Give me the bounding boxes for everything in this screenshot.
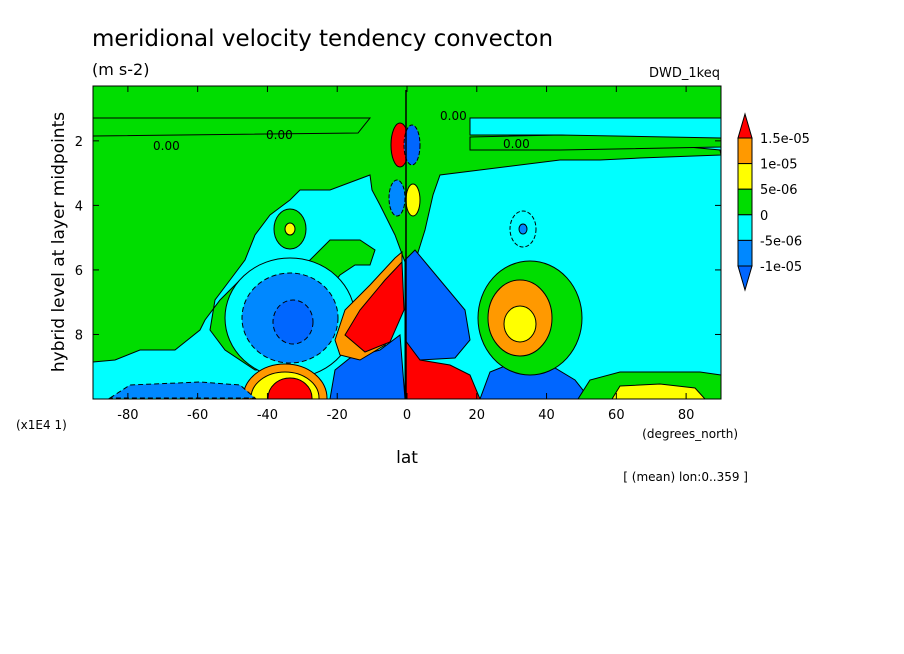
x-axis-label: lat: [396, 448, 418, 468]
cell-small-left-core: [284, 222, 296, 236]
cell-center-left-red: [344, 260, 405, 353]
contour-label: 0.00: [503, 137, 530, 151]
cell-bottomleft-blue-band: [108, 381, 257, 399]
cell-mid-dipole-right: [405, 183, 421, 217]
legend-swatch: [737, 112, 753, 139]
legend-swatch: [737, 265, 753, 292]
contour-label: 0.00: [440, 109, 467, 123]
legend-label: 5e-06: [760, 183, 798, 198]
green-band-right: [469, 134, 721, 151]
legend-swatch: [737, 214, 753, 241]
legend-swatch: [737, 137, 753, 165]
legend-label: -5e-06: [760, 234, 802, 249]
green-band-left: [93, 117, 372, 137]
y-axis: 2 4 6 8: [75, 135, 721, 343]
y-tick-label: 6: [75, 264, 83, 279]
legend-label: -1e-05: [760, 260, 802, 275]
dataset-label: DWD_1keq: [649, 66, 720, 81]
x-tick-label: -60: [187, 408, 208, 423]
contour-label: 0.00: [266, 128, 293, 142]
x-axis: -80 -60 -40 -20 0 20 40 60 80: [117, 86, 694, 423]
cell-bottomright-yellow: [611, 383, 706, 399]
cell-mid-dipole-left: [388, 179, 406, 217]
x-tick-label: 60: [608, 408, 625, 423]
cell-upper-dipole-right: [403, 124, 421, 166]
x-tick-label: 0: [403, 408, 411, 423]
chart-units: (m s-2): [92, 60, 149, 79]
x-tick-label: 20: [469, 408, 486, 423]
x-tick-label: 40: [538, 408, 555, 423]
y-tick-label: 8: [75, 328, 83, 343]
legend-swatch: [737, 163, 753, 190]
y-tick-label: 4: [75, 199, 83, 214]
contour-label: 0.00: [153, 139, 180, 153]
footer-note: [ (mean) lon:0..359 ]: [623, 470, 748, 484]
cell-lowleft-blue-core: [272, 299, 314, 345]
legend-swatch: [737, 239, 753, 267]
y-tick-label: 2: [75, 135, 83, 150]
cell-center-left-blue: [329, 334, 406, 399]
colorbar-legend: 1.5e-05 1e-05 5e-06 0 -5e-06 -1e-05: [737, 112, 810, 292]
legend-label: 1.5e-05: [760, 132, 810, 147]
legend-label: 1e-05: [760, 158, 798, 173]
x-tick-label: -40: [257, 408, 278, 423]
x-tick-label: -80: [117, 408, 138, 423]
cell-right-yellow: [503, 305, 537, 343]
x-tick-label: 80: [678, 408, 695, 423]
cell-small-right-core: [518, 223, 528, 235]
x-axis-units: (degrees_north): [642, 427, 738, 441]
plot-area: [93, 86, 721, 399]
cell-bottomleft-red: [267, 377, 313, 399]
legend-swatch: [737, 188, 753, 216]
x-tick-label: -20: [327, 408, 348, 423]
contour-labels: 0.00 0.00 0.00 0.00: [153, 109, 530, 153]
legend-label: 0: [760, 209, 768, 224]
cell-center-right-red: [404, 338, 481, 399]
y-axis-label: hybrid level at layer midpoints: [49, 112, 69, 372]
chart-title: meridional velocity tendency convecton: [92, 26, 553, 52]
y-scale-note: (x1E4 1): [16, 418, 67, 432]
